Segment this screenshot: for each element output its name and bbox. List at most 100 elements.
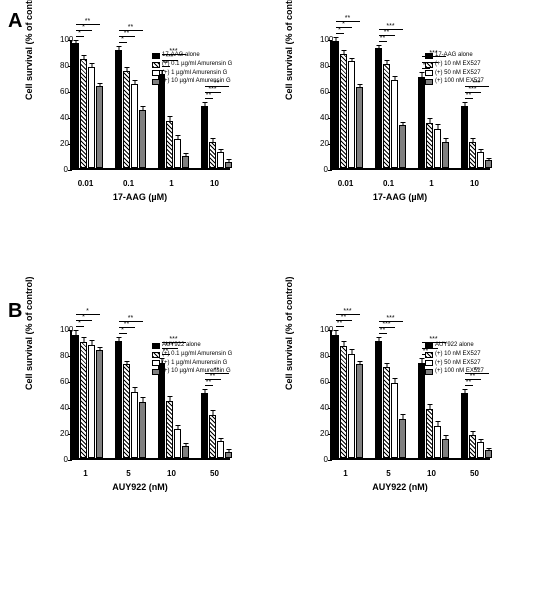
legend-label: (+) 1 µg/ml Amurensin G	[162, 360, 227, 368]
legend-swatch	[425, 343, 433, 349]
significance-marker: ***	[385, 315, 397, 322]
xlabel: AUY922 (nM)	[30, 482, 250, 492]
ytick: 100	[60, 325, 68, 334]
bar	[115, 50, 122, 168]
chart-B-left: **********************020406080100Cell s…	[30, 320, 250, 520]
xtick: 1	[343, 469, 347, 478]
xtick: 10	[210, 179, 219, 188]
significance-marker: **	[82, 18, 94, 25]
significance-marker: *	[117, 36, 129, 43]
legend-item: 17-AAG alone	[425, 52, 484, 60]
bar	[182, 446, 189, 458]
xtick: 0.01	[338, 179, 354, 188]
bar	[131, 84, 138, 169]
legend-swatch	[152, 79, 160, 85]
significance-marker: *	[82, 308, 94, 315]
bar	[340, 346, 347, 458]
bar	[209, 415, 216, 458]
significance-marker: **	[377, 35, 389, 42]
bar	[332, 41, 339, 168]
bar	[426, 123, 433, 169]
legend-label: (+) 1 µg/ml Amurensin G	[162, 70, 227, 78]
legend-item: (+) 10 nM EX527	[425, 61, 484, 69]
legend-swatch	[425, 53, 433, 59]
legend-label: AUY922 alone	[435, 342, 474, 350]
significance-marker: **	[377, 327, 389, 334]
bar	[96, 86, 103, 168]
ytick: 40	[320, 113, 328, 122]
xlabel: AUY922 (nM)	[290, 482, 510, 492]
xtick: 0.01	[78, 179, 94, 188]
ytick: 80	[60, 351, 68, 360]
legend-item: 17-AAG alone	[152, 52, 232, 60]
bar	[469, 435, 476, 458]
bar	[418, 77, 425, 168]
legend-label: (+) 100 nM EX527	[435, 78, 484, 86]
legend-item: AUY922 alone	[425, 342, 484, 350]
significance-marker: *	[338, 21, 350, 28]
ytick: 0	[320, 455, 328, 464]
bar	[174, 429, 181, 458]
legend: 17-AAG alone(+) 0.1 µg/ml Amurensin G(+)…	[152, 52, 232, 87]
significance-marker: **	[125, 315, 137, 322]
bar	[217, 152, 224, 168]
legend-label: AUY922 alone	[162, 342, 201, 350]
xtick: 5	[386, 469, 390, 478]
bar	[383, 64, 390, 168]
bar	[356, 87, 363, 168]
bar	[166, 121, 173, 168]
legend-item: (+) 0.1 µg/ml Amurensin G	[152, 351, 232, 359]
ytick: 60	[320, 87, 328, 96]
bar	[123, 71, 130, 169]
legend-item: (+) 10 nM EX527	[425, 351, 484, 359]
bar	[399, 125, 406, 168]
ytick: 100	[320, 35, 328, 44]
legend-item: (+) 10 µg/ml Amurensin G	[152, 368, 232, 376]
xtick: 10	[167, 469, 176, 478]
xtick: 10	[427, 469, 436, 478]
bar	[340, 54, 347, 168]
significance-marker: *	[78, 24, 90, 31]
bar	[391, 383, 398, 458]
legend-item: AUY922 alone	[152, 342, 232, 350]
legend-swatch	[152, 53, 160, 59]
bar	[418, 363, 425, 458]
legend-item: (+) 1 µg/ml Amurensin G	[152, 360, 232, 368]
bar	[375, 341, 382, 458]
legend-swatch	[425, 352, 433, 358]
ytick: 0	[60, 455, 68, 464]
bar	[332, 335, 339, 459]
legend-swatch	[152, 352, 160, 358]
bar	[158, 74, 165, 168]
legend-swatch	[152, 360, 160, 366]
bar	[399, 419, 406, 458]
legend-label: (+) 0.1 µg/ml Amurensin G	[162, 61, 232, 69]
legend: AUY922 alone(+) 10 nM EX527(+) 50 nM EX5…	[425, 342, 484, 377]
legend-label: (+) 10 µg/ml Amurensin G	[162, 368, 231, 376]
ytick: 40	[60, 403, 68, 412]
ylabel: Cell survival (% of control)	[24, 276, 34, 390]
legend-label: (+) 10 µg/ml Amurensin G	[162, 78, 231, 86]
significance-marker: ***	[342, 308, 354, 315]
legend-label: (+) 50 nM EX527	[435, 70, 481, 78]
bar	[201, 393, 208, 458]
legend-item: (+) 100 nM EX527	[425, 368, 484, 376]
xtick: 1	[429, 179, 433, 188]
bar	[225, 162, 232, 169]
bar	[442, 142, 449, 168]
xtick: 50	[210, 469, 219, 478]
chart-A-right: **************************020406080100Ce…	[290, 30, 510, 230]
bar	[123, 364, 130, 458]
bar	[72, 335, 79, 459]
significance-marker: **	[342, 15, 354, 22]
bar	[434, 129, 441, 168]
significance-marker: *	[74, 30, 86, 37]
significance-marker: **	[203, 379, 215, 386]
ytick: 20	[320, 429, 328, 438]
bar	[225, 452, 232, 459]
bar	[139, 402, 146, 458]
ytick: 20	[320, 139, 328, 148]
significance-marker: *	[78, 314, 90, 321]
ylabel: Cell survival (% of control)	[24, 0, 34, 100]
ytick: 60	[60, 377, 68, 386]
